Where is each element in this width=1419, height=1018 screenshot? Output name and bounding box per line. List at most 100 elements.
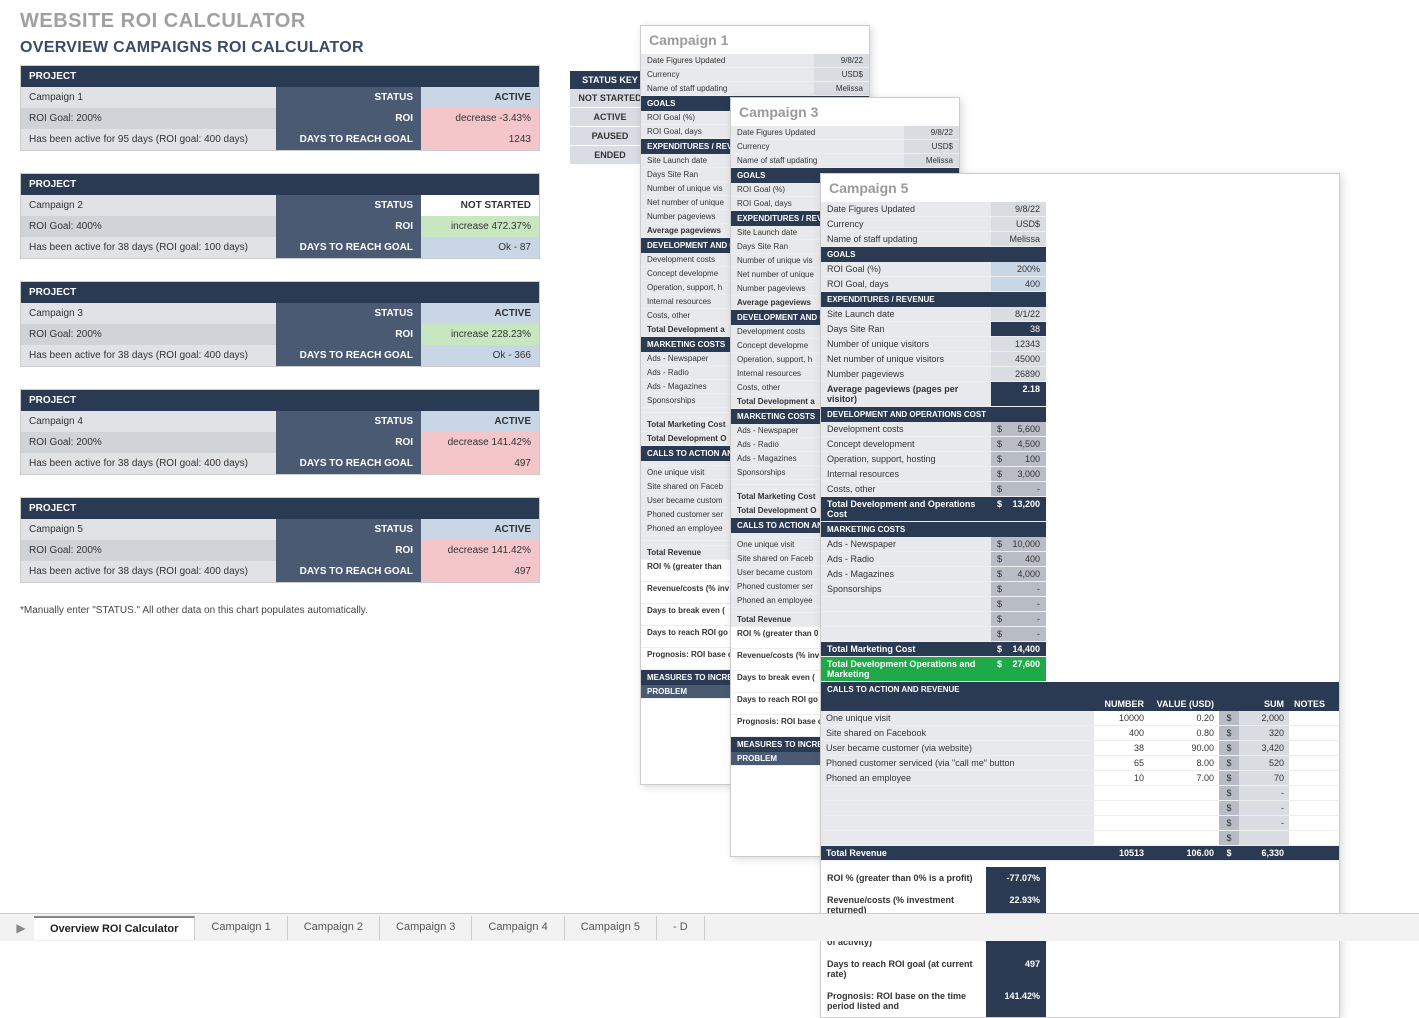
roi-goal: ROI Goal: 200% bbox=[21, 108, 276, 129]
cta-value: 7.00 bbox=[1149, 771, 1219, 786]
status-value[interactable]: ACTIVE bbox=[421, 87, 539, 108]
summary-value: 497 bbox=[986, 953, 1046, 985]
row-label bbox=[821, 627, 991, 641]
currency-symbol: $ bbox=[997, 454, 1007, 464]
row-label: Ads - Newspaper bbox=[821, 537, 991, 551]
project-header: PROJECT bbox=[21, 66, 539, 87]
cta-number bbox=[1094, 816, 1149, 831]
row-value: - bbox=[1007, 584, 1040, 594]
sheet-tab[interactable]: Overview ROI Calculator bbox=[34, 916, 195, 940]
project-name[interactable]: Campaign 3 bbox=[21, 303, 276, 324]
sheet-tabs: ▶ Overview ROI CalculatorCampaign 1Campa… bbox=[0, 913, 1419, 941]
cta-label bbox=[821, 801, 1094, 816]
roi-label: ROI bbox=[276, 432, 421, 453]
footnote: *Manually enter "STATUS." All other data… bbox=[20, 605, 540, 616]
currency-symbol: $ bbox=[1219, 816, 1239, 831]
project-block: PROJECTCampaign 2STATUSNOT STARTEDROI Go… bbox=[20, 173, 540, 259]
currency-symbol: $ bbox=[997, 599, 1007, 609]
project-block: PROJECTCampaign 3STATUSACTIVEROI Goal: 2… bbox=[20, 281, 540, 367]
row-value: 8/1/22 bbox=[991, 307, 1046, 321]
cta-notes bbox=[1289, 771, 1339, 786]
row-label: Development costs bbox=[821, 422, 991, 436]
cta-label: Phoned customer serviced (via "call me" … bbox=[821, 756, 1094, 771]
row-label: ROI Goal (%) bbox=[821, 262, 991, 276]
currency-symbol: $ bbox=[1219, 756, 1239, 771]
exp-header: EXPENDITURES / REVENUE bbox=[821, 292, 1046, 307]
row-value: 400 bbox=[1007, 554, 1040, 564]
sheet-tab[interactable]: Campaign 5 bbox=[565, 916, 657, 940]
row-label: Internal resources bbox=[821, 467, 991, 481]
row-value: - bbox=[1007, 629, 1040, 639]
cta-notes bbox=[1289, 711, 1339, 726]
row-value: 45000 bbox=[991, 352, 1046, 366]
currency-symbol: $ bbox=[1219, 801, 1239, 816]
roi-goal: ROI Goal: 200% bbox=[21, 432, 276, 453]
row-value: 10,000 bbox=[1007, 539, 1040, 549]
cta-value: 90.00 bbox=[1149, 741, 1219, 756]
currency-symbol: $ bbox=[1219, 846, 1239, 861]
cta-value bbox=[1149, 831, 1219, 846]
sheet-title: Campaign 1 bbox=[641, 26, 869, 54]
project-name[interactable]: Campaign 2 bbox=[21, 195, 276, 216]
cta-sum: - bbox=[1239, 816, 1289, 831]
summary-label: Days to reach ROI goal (at current rate) bbox=[821, 953, 986, 985]
meta-value: Melissa bbox=[991, 232, 1046, 246]
row-label: Costs, other bbox=[821, 482, 991, 496]
row-label: Total Marketing Cost bbox=[821, 642, 991, 656]
active-text: Has been active for 38 days (ROI goal: 1… bbox=[21, 237, 276, 258]
project-name[interactable]: Campaign 4 bbox=[21, 411, 276, 432]
cta-sum: - bbox=[1239, 801, 1289, 816]
cta-value: 0.20 bbox=[1149, 711, 1219, 726]
meta-value: USD$ bbox=[814, 68, 869, 81]
cta-sum bbox=[1239, 831, 1289, 846]
status-value[interactable]: ACTIVE bbox=[421, 519, 539, 540]
cta-label bbox=[821, 816, 1094, 831]
sheet-tab[interactable]: Campaign 4 bbox=[472, 916, 564, 940]
project-block: PROJECTCampaign 1STATUSACTIVEROI Goal: 2… bbox=[20, 65, 540, 151]
currency-symbol: $ bbox=[997, 659, 1007, 679]
cta-notes bbox=[1289, 801, 1339, 816]
status-value[interactable]: NOT STARTED bbox=[421, 195, 539, 216]
currency-symbol: $ bbox=[997, 424, 1007, 434]
dev-header: DEVELOPMENT AND OPERATIONS COST bbox=[821, 407, 1046, 422]
roi-value: decrease 141.42% bbox=[421, 432, 539, 453]
roi-goal: ROI Goal: 200% bbox=[21, 324, 276, 345]
project-header: PROJECT bbox=[21, 174, 539, 195]
project-block: PROJECTCampaign 5STATUSACTIVEROI Goal: 2… bbox=[20, 497, 540, 583]
sheet-tab[interactable]: Campaign 3 bbox=[380, 916, 472, 940]
project-block: PROJECTCampaign 4STATUSACTIVEROI Goal: 2… bbox=[20, 389, 540, 475]
currency-symbol: $ bbox=[997, 554, 1007, 564]
cta-notes bbox=[1289, 816, 1339, 831]
status-value[interactable]: ACTIVE bbox=[421, 411, 539, 432]
status-value[interactable]: ACTIVE bbox=[421, 303, 539, 324]
row-value: 14,400 bbox=[1007, 644, 1040, 654]
row-value: 4,500 bbox=[1007, 439, 1040, 449]
days-value: Ok - 87 bbox=[421, 237, 539, 258]
cta-sum: 520 bbox=[1239, 756, 1289, 771]
cta-sum: 320 bbox=[1239, 726, 1289, 741]
row-label: Sponsorships bbox=[821, 582, 991, 596]
sheet-title: Campaign 5 bbox=[821, 174, 1339, 202]
cta-notes bbox=[1289, 756, 1339, 771]
sheet-tab[interactable]: - D bbox=[657, 916, 705, 940]
row-value: 13,200 bbox=[1007, 499, 1040, 519]
total-revenue-label: Total Revenue bbox=[821, 846, 1094, 861]
days-value: 497 bbox=[421, 561, 539, 582]
sheet-tab[interactable]: Campaign 1 bbox=[195, 916, 287, 940]
sheet-tab[interactable]: Campaign 2 bbox=[288, 916, 380, 940]
row-value: 400 bbox=[991, 277, 1046, 291]
project-name[interactable]: Campaign 1 bbox=[21, 87, 276, 108]
days-label: DAYS TO REACH GOAL bbox=[276, 129, 421, 150]
days-value: 497 bbox=[421, 453, 539, 474]
col-sum: SUM bbox=[1239, 697, 1289, 711]
row-value: 38 bbox=[991, 322, 1046, 336]
project-name[interactable]: Campaign 5 bbox=[21, 519, 276, 540]
tab-nav-prev-icon[interactable]: ▶ bbox=[8, 921, 34, 935]
status-active: ACTIVE bbox=[570, 108, 650, 127]
total-number: 10513 bbox=[1094, 846, 1149, 861]
roi-value: decrease -3.43% bbox=[421, 108, 539, 129]
cta-label: User became customer (via website) bbox=[821, 741, 1094, 756]
row-label: Total Development Operations and Marketi… bbox=[821, 657, 991, 681]
meta-label: Currency bbox=[641, 68, 814, 81]
cta-label bbox=[821, 786, 1094, 801]
